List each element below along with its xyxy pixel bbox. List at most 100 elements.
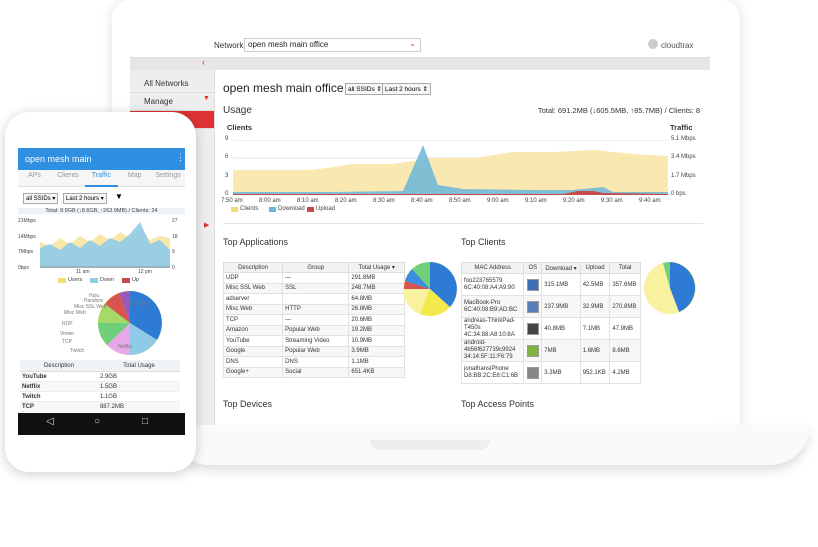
y2-tick-label: 0	[172, 264, 175, 271]
tab-underline	[85, 185, 118, 187]
mac-line: 34:14:5F:11:F6:79	[464, 354, 513, 360]
tab[interactable]: Clients	[57, 172, 79, 179]
table-row: Misc SSL Web SSL 248.7MB	[222, 282, 405, 294]
table-cell: 40.8MB	[541, 317, 581, 340]
sidebar-item[interactable]: All Networks	[130, 75, 214, 93]
table-cell: DNS	[222, 356, 284, 368]
table-cell: 270.8MB	[609, 295, 641, 318]
ssid-select[interactable]: all SSIDs ▾	[23, 193, 59, 204]
menu-dots[interactable]: ⋮	[176, 152, 185, 162]
column-header: Total	[609, 262, 641, 274]
pie-label: Hulu	[89, 293, 100, 299]
page-title: open mesh main office	[223, 81, 344, 95]
legend-swatch	[122, 278, 130, 283]
table-cell: 42.5MB	[579, 273, 611, 296]
table-cell: Misc Web	[222, 303, 284, 315]
table-cell: 357.6MB	[609, 273, 641, 296]
table-cell: —	[282, 314, 350, 326]
table-cell: adserver	[222, 293, 284, 305]
table-cell: 3.9MB	[348, 345, 405, 357]
time-select[interactable]: Last 2 hours ⇕	[382, 83, 432, 95]
sidebar-label: Manage	[144, 97, 173, 106]
table-cell	[523, 361, 543, 384]
table-row: TCP 887.2MB	[20, 401, 180, 412]
y2-tick-label: 3.4 Mbps	[671, 154, 696, 161]
legend-label: Download	[278, 206, 305, 212]
section-title: Top Devices	[223, 399, 273, 409]
y2-tick-label: 9	[172, 249, 175, 255]
column-header: Download ▾	[541, 262, 581, 274]
legend-swatch	[269, 207, 276, 212]
usage-chart	[233, 140, 668, 195]
y-tick-label: 6	[225, 154, 229, 161]
column-header: Total Usage ▾	[348, 262, 405, 273]
table-cell: 7.1MB	[579, 317, 611, 340]
table-cell: TCP	[20, 401, 98, 412]
clients-pie	[644, 262, 696, 314]
x-tick-label: 8:50 am	[449, 198, 471, 204]
table-row: adserver 64.8MB	[222, 293, 405, 305]
table-cell: Misc SSL Web	[222, 282, 284, 294]
tab[interactable]: Traffic	[91, 172, 111, 179]
section-title: Top Clients	[461, 237, 506, 247]
phone-screen: open mesh main ⋮ APs Clients Traffic Map Setti…	[18, 148, 185, 435]
y2-tick-label: 0 bps	[671, 190, 686, 197]
network-select[interactable]: open mesh main office ⌄	[244, 38, 421, 52]
column-header: Description	[20, 360, 98, 372]
table-cell: Popular Web	[282, 324, 350, 336]
table-row: YouTube 2.9GB	[20, 371, 180, 382]
table-row: Misc Web HTTP 26.8MB	[222, 303, 405, 315]
y-tick-label: 3	[225, 172, 229, 179]
tab[interactable]: Settings	[155, 172, 181, 179]
nav-button[interactable]: □	[142, 416, 149, 427]
table-cell: 26.8MB	[348, 303, 405, 315]
table-cell: 20.6MB	[348, 314, 405, 326]
usage-title: Usage	[223, 105, 252, 116]
table-cell: TCP	[222, 314, 284, 326]
tab[interactable]: APs	[28, 172, 41, 179]
laptop-base	[170, 425, 810, 465]
legend-label: Users	[68, 277, 83, 283]
table-cell: 10.9MB	[348, 335, 405, 347]
table-cell: andreas-ThinkPad- T450s 4C:34:88:A8:10:8A	[460, 317, 525, 340]
table-cell: YouTube	[222, 335, 284, 347]
sidebar-item[interactable]: Manage	[130, 93, 214, 111]
x-tick-label: 8:00 am	[259, 198, 281, 204]
divider	[223, 223, 703, 224]
pie-label: Pandora	[84, 298, 103, 304]
table-cell: Amazon	[222, 324, 284, 336]
x-tick-label: 8:20 am	[335, 198, 357, 204]
table-row: andreas-ThinkPad- T450s 4C:34:88:A8:10:8A 4…	[460, 317, 641, 340]
nav-button[interactable]: ◁	[46, 416, 54, 427]
phone-table: Description Total Usage YouTube 2.9GB Netfli…	[20, 360, 180, 412]
time-select[interactable]: Last 2 hours ▾	[63, 193, 107, 204]
subbar	[130, 58, 710, 70]
x-tick-label: 9:20 am	[563, 198, 585, 204]
y2-tick-label: 5.1 Mbps	[671, 136, 696, 142]
filter-icon[interactable]: ▼	[115, 192, 123, 201]
phone-title: open mesh main	[25, 154, 92, 164]
y-tick-label: 7Mbps	[18, 249, 34, 255]
table-row: android- 4b56f627739c9924 34:14:5F:11:F6:7…	[460, 339, 641, 362]
legend-swatch	[58, 278, 66, 283]
table-cell: SSL	[282, 282, 350, 294]
table-row: UDP —291.8MB	[222, 272, 405, 284]
table-row: Netflix 1.5GB	[20, 381, 180, 392]
mac-line: andreas-ThinkPad-	[464, 318, 516, 324]
table-cell: 887.2MB	[97, 401, 180, 412]
y-tick-label: 21Mbps	[18, 218, 36, 224]
x-tick-label: 8:10 am	[297, 198, 319, 204]
chevron: ⌄	[409, 39, 416, 48]
user-name[interactable]: cloudtrax	[661, 41, 694, 50]
tab[interactable]: Map	[127, 172, 142, 179]
sidebar-label: All Networks	[144, 79, 189, 88]
table-cell: 291.8MB	[348, 272, 405, 284]
column-header: Upload	[579, 262, 611, 274]
table-cell: Netflix	[20, 381, 98, 392]
table-cell: 19.2MB	[348, 324, 405, 336]
nav-button[interactable]: ○	[94, 416, 101, 427]
ssid-select[interactable]: all SSIDs ⇕	[345, 83, 385, 95]
y-tick-label: 14Mbps	[18, 233, 36, 240]
table-cell: 952.1KB	[579, 361, 611, 384]
